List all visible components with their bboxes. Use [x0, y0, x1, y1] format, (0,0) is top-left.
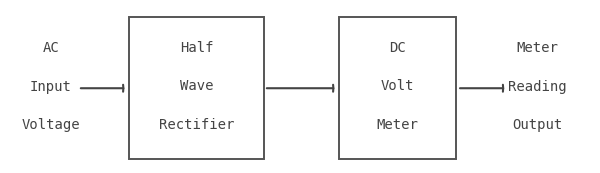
- Text: Voltage: Voltage: [22, 118, 80, 131]
- Text: Volt: Volt: [381, 80, 415, 93]
- Text: Rectifier: Rectifier: [159, 118, 235, 131]
- Text: Input: Input: [30, 80, 72, 93]
- Bar: [129, 17, 264, 159]
- Text: Half: Half: [180, 42, 214, 55]
- Text: DC: DC: [389, 42, 406, 55]
- Text: Wave: Wave: [180, 80, 214, 93]
- Text: Meter: Meter: [516, 42, 558, 55]
- Text: Meter: Meter: [377, 118, 419, 131]
- Text: AC: AC: [43, 42, 59, 55]
- Text: Output: Output: [512, 118, 562, 131]
- Bar: [339, 17, 456, 159]
- Text: Reading: Reading: [508, 80, 566, 93]
